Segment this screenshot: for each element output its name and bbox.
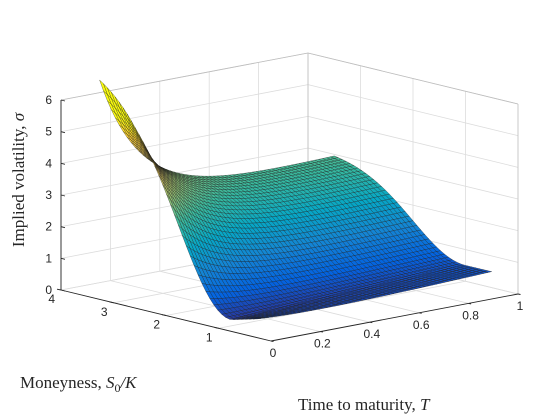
x-tick-label: 0.4 [363,327,380,341]
z-tick-label: 0 [45,283,52,297]
grid-line [60,84,309,133]
z-tick-label: 3 [45,188,52,202]
y-tick-mark [56,288,62,291]
z-tick-mark [60,131,66,134]
surface-patch [253,318,262,320]
x-tick-label: 0 [270,346,277,360]
z-tick-mark [60,99,66,102]
x-tick-mark [270,340,274,342]
grid-line [307,115,519,168]
y-tick-mark [214,327,219,329]
y-tick-label: 2 [153,318,160,332]
y-axis-label: Moneyness, S0/K [20,373,138,395]
z-tick-label: 5 [45,125,52,139]
z-tick-mark [60,194,66,197]
x-tick-label: 1 [517,299,524,313]
grid-line [307,84,519,137]
z-tick-label: 1 [45,251,52,265]
z-tick-label: 6 [45,93,52,107]
x-tick-label: 0.8 [462,308,479,322]
grid-line [307,147,519,200]
x-tick-mark [517,293,521,295]
x-axis-line [270,293,519,342]
z-tick-label: 4 [45,156,52,170]
y-tick-label: 1 [206,330,213,344]
volatility-surface [99,79,492,320]
z-tick-mark [60,226,66,229]
z-axis-label: Implied volatility, σ [9,112,28,247]
x-axis-label: Time to maturity, T [298,395,431,414]
x-tick-mark [419,312,422,314]
z-tick-mark [60,162,66,165]
y-tick-mark [161,314,167,316]
y-tick-label: 4 [48,292,55,306]
x-tick-mark [320,331,323,333]
x-tick-label: 0.2 [314,337,331,351]
grid-line [60,115,309,164]
box-edge [307,52,519,105]
z-tick-label: 2 [45,220,52,234]
y-tick-mark [109,301,114,304]
z-tick-mark [60,257,66,260]
x-tick-mark [468,302,472,305]
z-tick-mark [60,289,66,292]
x-tick-label: 0.6 [413,318,430,332]
box-edge [60,52,309,101]
y-tick-label: 3 [101,305,108,319]
grid-line [60,147,309,196]
axis-labels: Implied volatility, σ Moneyness, S0/K Ti… [9,112,431,414]
x-tick-mark [369,321,373,324]
